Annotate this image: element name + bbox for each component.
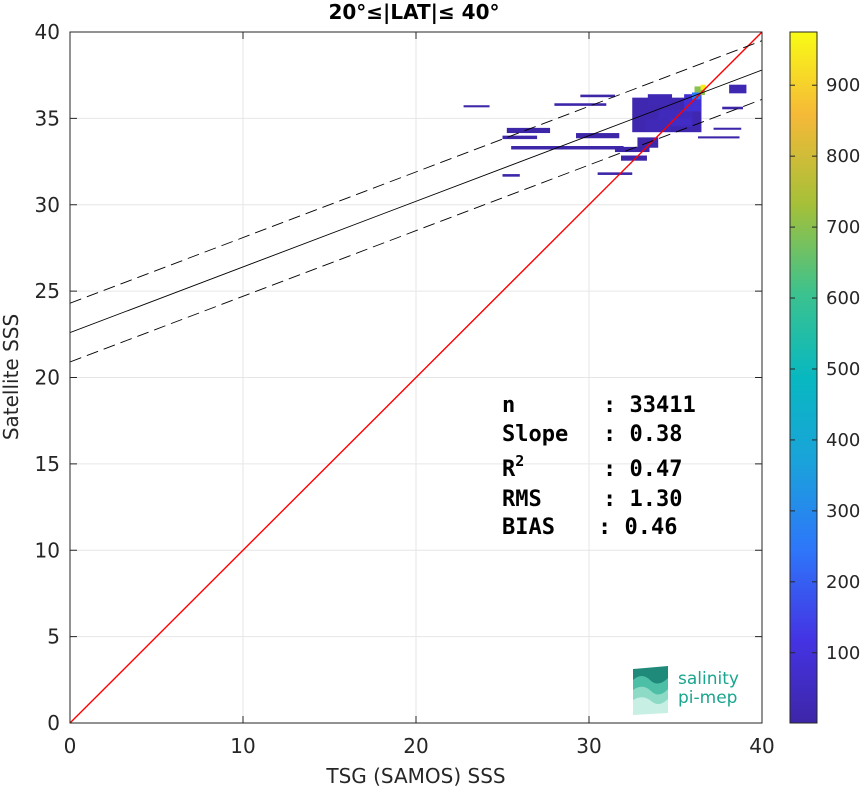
stat-r2-superscript: 2 — [515, 452, 524, 470]
salinity-pimep-logo: salinity pi-mep — [633, 666, 739, 715]
colorbar-tick-label: 300 — [826, 501, 860, 522]
stat-r2-value: : 0.47 — [603, 457, 682, 482]
stat-rms-label: RMS — [502, 487, 542, 512]
stat-r2-r: R — [502, 457, 516, 482]
density-cell — [580, 94, 615, 98]
x-tick-label: 0 — [64, 734, 77, 758]
density-cell — [554, 103, 607, 106]
stat-slope-label: Slope — [502, 422, 568, 447]
y-tick-label: 20 — [35, 366, 60, 390]
density-cell — [691, 92, 701, 100]
y-tick-label: 30 — [35, 193, 60, 217]
colorbar — [789, 31, 818, 724]
y-ticks: 0 5 10 15 20 25 30 35 40 — [35, 20, 762, 735]
density-cell — [729, 84, 747, 94]
y-tick-label: 25 — [35, 279, 60, 303]
density-cell — [621, 155, 647, 161]
chart-title: 20°≤|LAT|≤ 40° — [328, 0, 499, 24]
density-cell — [697, 136, 740, 139]
colorbar-tick-label: 100 — [826, 643, 860, 664]
stat-rms-value: : 1.30 — [603, 487, 682, 512]
density-cell — [576, 133, 620, 139]
density-cell — [502, 174, 520, 177]
x-tick-label: 40 — [749, 734, 774, 758]
density-cell — [722, 106, 743, 110]
stat-n-label: n — [502, 393, 515, 418]
density-cell — [713, 127, 742, 130]
colorbar-tick-label: 500 — [826, 359, 860, 380]
one-to-one-line — [70, 32, 762, 723]
density-cell — [700, 84, 706, 90]
y-tick-label: 35 — [35, 106, 60, 130]
density-cell — [463, 105, 490, 108]
x-axis-label: TSG (SAMOS) SSS — [325, 764, 505, 788]
density-cell — [511, 146, 564, 150]
density-cell — [670, 118, 692, 126]
density-cell — [614, 146, 650, 153]
logo-line1: salinity — [678, 669, 739, 689]
wave-logo-icon — [633, 666, 668, 715]
density-cell — [694, 86, 705, 96]
logo-line2: pi-mep — [678, 688, 737, 708]
density-cell — [597, 172, 633, 175]
density-cell — [647, 94, 673, 105]
y-tick-label: 10 — [35, 538, 60, 562]
stats-box: n : 33411 Slope : 0.38 R2 : 0.47 RMS : 1… — [502, 393, 696, 540]
stat-slope-value: : 0.38 — [603, 422, 682, 447]
fit-bound-line — [70, 98, 762, 363]
regression-line — [70, 69, 762, 334]
y-tick-label: 15 — [35, 452, 60, 476]
colorbar-tick-label: 400 — [826, 430, 860, 451]
y-tick-label: 0 — [47, 711, 60, 735]
density-cell — [645, 119, 672, 132]
colorbar-tick-label: 800 — [826, 146, 860, 167]
x-tick-label: 30 — [576, 734, 601, 758]
colorbar-tick-label: 600 — [826, 288, 860, 309]
colorbar-ticks: 100 200 300 400 500 600 700 800 900 — [790, 75, 860, 664]
x-ticks: 0 10 20 30 40 — [64, 32, 775, 758]
y-tick-label: 5 — [47, 625, 60, 649]
stat-bias-label: BIAS — [502, 515, 555, 540]
x-tick-label: 20 — [403, 734, 428, 758]
stat-r2-label: R2 — [502, 452, 524, 482]
reference-lines — [70, 32, 762, 723]
stat-n-value: : 33411 — [603, 393, 696, 418]
x-tick-label: 10 — [230, 734, 255, 758]
density-cell — [554, 146, 624, 150]
y-axis-label: Satellite SSS — [0, 314, 23, 440]
density-cell — [506, 127, 551, 134]
colorbar-tick-label: 900 — [826, 75, 860, 96]
stat-bias-value: : 0.46 — [598, 515, 677, 540]
density-cell — [502, 135, 538, 140]
colorbar-tick-label: 700 — [826, 217, 860, 238]
colorbar-tick-label: 200 — [826, 572, 860, 593]
y-tick-label: 40 — [35, 20, 60, 44]
fit-bound-line — [70, 40, 762, 304]
